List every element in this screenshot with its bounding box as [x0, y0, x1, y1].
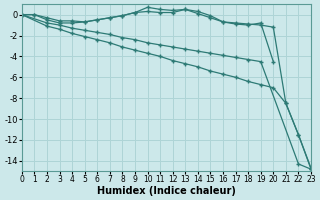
X-axis label: Humidex (Indice chaleur): Humidex (Indice chaleur) — [97, 186, 236, 196]
